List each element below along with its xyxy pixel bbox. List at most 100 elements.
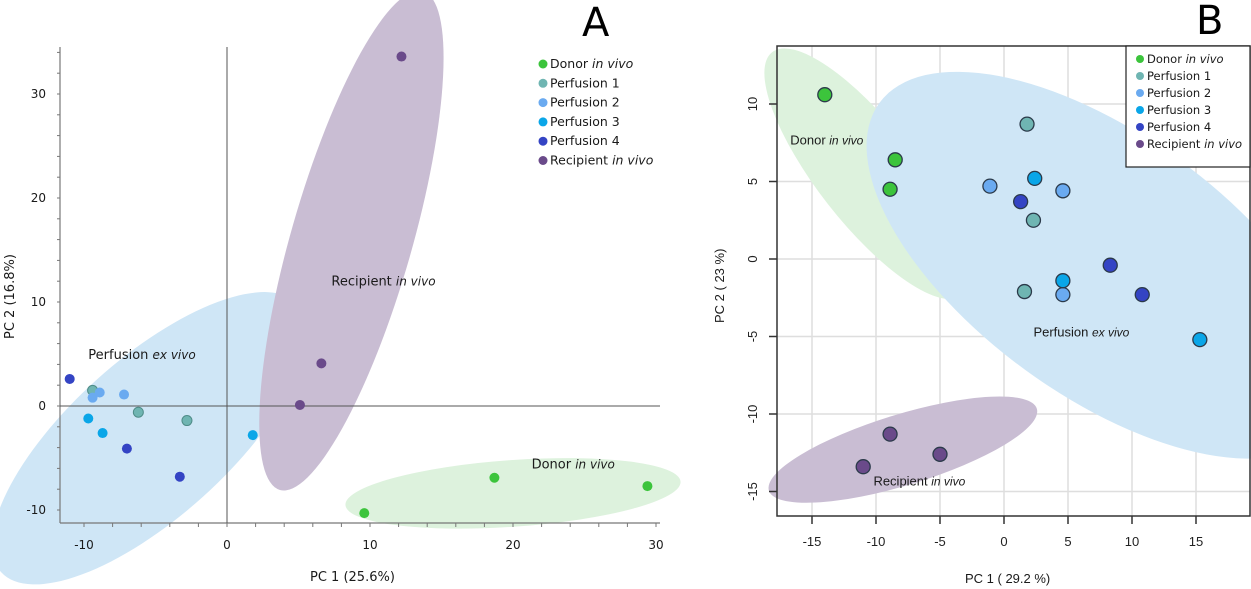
data-point-recipient <box>316 358 327 369</box>
data-point-donor <box>887 152 903 168</box>
y-tick-label: 0 <box>38 399 46 413</box>
legend-label: Perfusion 3 <box>1147 103 1211 117</box>
data-point-p3 <box>1192 331 1208 348</box>
legend-marker <box>538 98 548 108</box>
ellipse-perfusion-ex-vivo <box>866 71 1251 459</box>
legend-label-text: Perfusion 4 <box>1147 120 1211 134</box>
data-point-p2 <box>1055 286 1071 303</box>
legend-label-italic: in vivo <box>1186 52 1224 66</box>
data-point-p1 <box>1025 212 1042 228</box>
cluster-label-italic: in vivo <box>829 133 863 147</box>
legend-label: Recipient in vivo <box>1147 137 1242 151</box>
legend-label-text: Perfusion 1 <box>550 75 620 90</box>
data-point-p4 <box>121 443 132 454</box>
cluster-label: Recipient in vivo <box>873 473 965 488</box>
x-tick-label: 10 <box>362 538 377 552</box>
cluster-label: Donor in vivo <box>532 457 615 472</box>
panel-label-b: B <box>1196 0 1223 44</box>
x-tick-label: 0 <box>1000 534 1007 549</box>
data-point-donor <box>359 508 370 519</box>
data-point-p4 <box>1012 193 1029 210</box>
legend-box <box>1125 45 1251 168</box>
data-point-p4 <box>64 373 75 384</box>
legend-label-text: Perfusion 3 <box>550 114 620 129</box>
cluster-ellipses <box>764 48 1251 503</box>
data-point-p3 <box>1027 170 1043 187</box>
ellipse-recipient-in-vivo <box>768 396 1038 503</box>
cluster-label-text: Recipient <box>331 274 396 289</box>
ellipse-recipient-in-vivo <box>259 0 444 491</box>
legend-label-text: Perfusion 3 <box>1147 103 1211 117</box>
data-point-recipient <box>294 399 305 410</box>
cluster-label-italic: in vivo <box>575 457 615 471</box>
axes: -10 0 10 20 30 -10 0 10 20 30 <box>26 47 664 552</box>
legend-label-italic: in vivo <box>612 153 654 168</box>
cluster-label-text: Perfusion <box>88 348 152 363</box>
legend-marker <box>538 136 548 146</box>
cluster-label-italic: in vivo <box>396 274 436 288</box>
x-tick-label: 20 <box>505 538 520 552</box>
data-point-p3 <box>247 430 258 441</box>
data-point-recipient <box>396 51 407 62</box>
y-tick-label: 0 <box>745 255 760 262</box>
legend-marker <box>538 156 548 165</box>
data-point-p4 <box>1134 286 1150 303</box>
data-point-recipient <box>882 426 898 442</box>
legend-item-p4: Perfusion 4 <box>1136 120 1211 134</box>
axes: -15 -10 -5 0 5 10 15 -15 -10 -5 0 5 10 <box>745 45 1251 549</box>
data-point-p3 <box>1055 273 1071 289</box>
legend-label: Recipient in vivo <box>550 153 654 168</box>
cluster-label: Perfusion ex vivo <box>1033 325 1129 340</box>
cluster-label: Perfusion ex vivo <box>88 348 195 363</box>
y-tick-label: 30 <box>31 87 46 101</box>
data-points <box>64 51 653 519</box>
legend-label: Perfusion 2 <box>550 95 620 110</box>
legend-item-p1: Perfusion 1 <box>1136 69 1211 83</box>
x-axis-label: PC 1 ( 29.2 %) <box>965 571 1050 586</box>
cluster-label: Recipient in vivo <box>331 274 435 289</box>
legend-label: Perfusion 4 <box>550 133 620 148</box>
legend-label-text: Perfusion 1 <box>1147 69 1211 83</box>
legend-label-text: Donor <box>1147 52 1186 66</box>
plot-frame <box>776 45 1251 517</box>
x-axis-label: PC 1 (25.6%) <box>310 570 395 585</box>
legend-marker <box>538 59 548 69</box>
data-point-p1 <box>132 406 144 418</box>
y-tick-label: -5 <box>745 331 760 343</box>
panel-a: -10 0 10 20 30 -10 0 10 20 30 Perfusion ex vivo Re… <box>0 0 681 585</box>
legend-item-donor: Donor in vivo <box>1136 52 1224 66</box>
legend-marker <box>1136 123 1144 131</box>
y-tick-label: 5 <box>745 178 760 185</box>
data-point-recipient <box>855 459 871 475</box>
legend-item-p2: Perfusion 2 <box>1136 86 1211 100</box>
data-point-donor <box>882 181 898 197</box>
data-point-p1 <box>181 415 193 427</box>
legend-marker <box>1136 55 1144 63</box>
data-point-donor <box>489 472 500 483</box>
legend-label: Perfusion 2 <box>1147 86 1211 100</box>
y-tick-label: 10 <box>745 97 760 111</box>
y-tick-label: 10 <box>31 295 46 309</box>
cluster-label-text: Perfusion <box>1033 325 1092 340</box>
legend-marker <box>1136 106 1144 114</box>
cluster-label-text: Donor <box>790 132 829 147</box>
data-point-p2 <box>87 392 98 403</box>
x-tick-label: 0 <box>223 538 231 552</box>
x-tick-label: -10 <box>867 534 886 549</box>
x-tick-label: -10 <box>74 538 94 552</box>
cluster-label: Donor in vivo <box>790 132 863 147</box>
x-tick-label: -15 <box>803 534 822 549</box>
legend-item-p1: Perfusion 1 <box>538 75 620 90</box>
data-point-donor <box>642 481 653 492</box>
data-point-p1 <box>1019 116 1035 132</box>
legend-label: Perfusion 4 <box>1147 120 1211 134</box>
cluster-label-italic: ex vivo <box>1092 326 1130 340</box>
data-point-donor <box>817 87 833 103</box>
legend-label: Donor in vivo <box>550 56 634 71</box>
data-points <box>817 87 1208 475</box>
x-tick-label: 10 <box>1125 534 1139 549</box>
data-point-recipient <box>932 446 948 462</box>
data-point-p2 <box>94 387 105 398</box>
data-point-p4 <box>1102 257 1118 273</box>
